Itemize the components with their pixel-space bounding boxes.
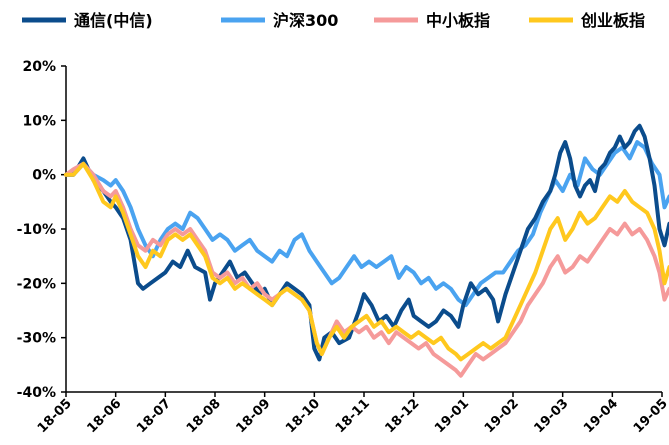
series-line-0	[64, 123, 669, 362]
legend-label: 通信(中信)	[74, 11, 153, 30]
series-line-2	[64, 161, 669, 378]
series-lines	[64, 123, 669, 378]
x-tick-label: 18-07	[134, 396, 174, 436]
series-line-3	[64, 161, 669, 362]
x-tick-label: 19-01	[432, 396, 472, 436]
y-tick-label: -30%	[17, 331, 56, 347]
legend-label: 创业板指	[580, 11, 645, 30]
x-tick-label: 19-02	[482, 396, 522, 436]
x-tick-label: 19-04	[581, 396, 621, 436]
x-tick-label: 18-09	[233, 396, 273, 436]
x-tick-label: 18-06	[84, 396, 124, 436]
x-tick-label: 19-03	[531, 396, 571, 436]
y-tick-label: 10%	[22, 113, 56, 129]
x-tick-label: 19-05	[631, 396, 669, 436]
x-tick-label: 18-05	[35, 396, 75, 436]
legend-label: 中小板指	[426, 11, 490, 30]
x-tick-label: 18-11	[333, 396, 373, 436]
y-tick-label: -20%	[17, 276, 56, 292]
y-tick-label: 20%	[22, 59, 56, 75]
legend-label: 沪深300	[273, 11, 338, 30]
axes: 20%10%0%-10%-20%-30%-40%18-05 18-06 18-07 1…	[17, 59, 669, 436]
x-tick-label: 18-10	[283, 396, 323, 436]
legend: 通信(中信) 沪深300 中小板指 创业板指	[22, 11, 645, 30]
x-tick-label: 18-08	[184, 396, 224, 436]
y-tick-label: -40%	[17, 385, 56, 401]
x-tick-label: 18-12	[382, 396, 422, 436]
y-tick-label: -10%	[17, 222, 56, 238]
y-tick-label: 0%	[32, 168, 56, 184]
